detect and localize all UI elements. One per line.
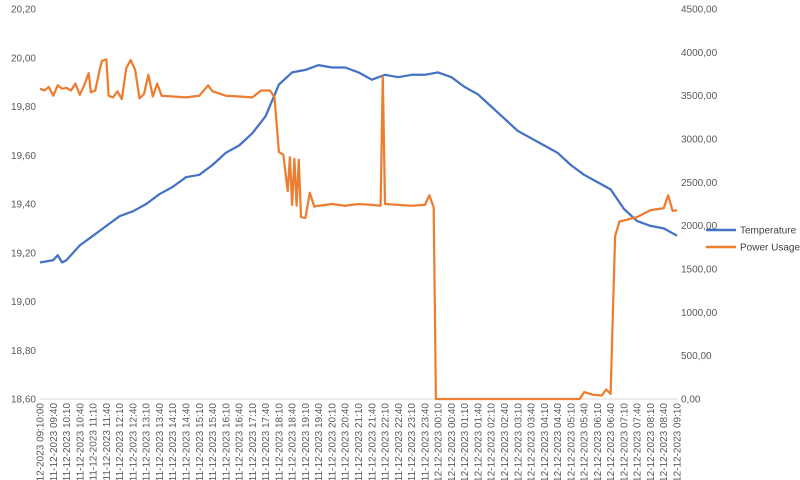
x-tick-label: 11-12-2023 19:40 (314, 403, 325, 480)
x-axis: 11-12-2023 09:10:00 11-12-2023 09:40 11-12… (36, 403, 684, 480)
series-line-power-usage (39, 58, 678, 401)
x-tick-label: 11-12-2023 14:10 (168, 403, 179, 480)
x-tick-label: 12-12-2023 00:10 (434, 403, 445, 480)
y2-tick-label: 3500,00 (681, 91, 718, 102)
x-tick-label: 11-12-2023 16:10 (221, 403, 232, 480)
x-tick-label: 11-12-2023 17:10 (248, 403, 259, 480)
x-tick-label: 11-12-2023 17:40 (261, 403, 272, 480)
x-tick-label: 12-12-2023 05:10 (566, 403, 577, 480)
x-tick-label: 11-12-2023 20:40 (341, 403, 352, 480)
x-tick-label: 12-12-2023 04:10 (540, 403, 551, 480)
series-line-temperature (39, 63, 678, 264)
y-tick-label: 19,00 (11, 297, 36, 308)
x-tick-label: 12-12-2023 02:10 (487, 403, 498, 480)
y2-tick-label: 500,00 (681, 351, 712, 362)
x-tick-label: 11-12-2023 21:40 (367, 403, 378, 480)
y2-tick-label: 1000,00 (681, 308, 718, 319)
plot-area (39, 58, 678, 401)
x-tick-label: 12-12-2023 04:40 (553, 403, 564, 480)
y-axis-left: 18,60 18,80 19,00 19,20 19,40 19,60 19,80 20,00… (11, 5, 36, 406)
x-tick-label: 12-12-2023 06:10 (593, 403, 604, 480)
x-tick-label: 11-12-2023 23:40 (420, 403, 431, 480)
x-tick-label: 11-12-2023 20:10 (327, 403, 338, 480)
y2-tick-label: 3000,00 (681, 135, 718, 146)
x-tick-label: 11-12-2023 14:40 (181, 403, 192, 480)
x-tick-label: 12-12-2023 09:10 (673, 403, 684, 480)
y2-tick-label: 1500,00 (681, 265, 718, 276)
x-tick-label: 11-12-2023 23:10 (407, 403, 418, 480)
x-tick-label: 12-12-2023 01:40 (473, 403, 484, 480)
x-tick-label: 11-12-2023 09:40 (49, 403, 60, 480)
x-tick-label: 11-12-2023 12:10 (115, 403, 126, 480)
x-tick-label: 12-12-2023 07:40 (633, 403, 644, 480)
x-tick-label: 11-12-2023 10:40 (75, 403, 86, 480)
y-tick-label: 18,60 (11, 395, 36, 406)
x-tick-label: 11-12-2023 18:10 (274, 403, 285, 480)
x-tick-label: 11-12-2023 09:10:00 (36, 403, 47, 480)
x-tick-label: 12-12-2023 06:40 (606, 403, 617, 480)
y2-tick-label: 4000,00 (681, 48, 718, 59)
x-tick-label: 12-12-2023 01:10 (460, 403, 471, 480)
y-axis-right: 0,00 500,00 1000,00 1500,00 2000,00 2500,00 30… (681, 5, 718, 406)
y2-tick-label: 4500,00 (681, 5, 718, 16)
y-tick-label: 19,80 (11, 102, 36, 113)
x-tick-label: 12-12-2023 08:10 (646, 403, 657, 480)
x-tick-label: 11-12-2023 18:40 (288, 403, 299, 480)
x-tick-label: 12-12-2023 08:40 (659, 403, 670, 480)
y2-tick-label: 2000,00 (681, 221, 718, 232)
x-tick-label: 12-12-2023 00:40 (447, 403, 458, 480)
x-tick-label: 11-12-2023 10:10 (62, 403, 73, 480)
x-tick-label: 11-12-2023 21:10 (354, 403, 365, 480)
x-tick-label: 11-12-2023 15:40 (208, 403, 219, 480)
legend: Temperature Power Usage (706, 226, 800, 254)
x-tick-label: 11-12-2023 22:40 (394, 403, 405, 480)
x-tick-label: 12-12-2023 02:40 (500, 403, 511, 480)
y-tick-label: 20,00 (11, 53, 36, 64)
y-tick-label: 19,20 (11, 248, 36, 259)
y-tick-label: 18,80 (11, 346, 36, 357)
x-tick-label: 11-12-2023 15:10 (195, 403, 206, 480)
y-tick-label: 20,20 (11, 5, 36, 16)
y2-tick-label: 0,00 (681, 395, 701, 406)
x-tick-label: 12-12-2023 07:10 (619, 403, 630, 480)
y-tick-label: 19,40 (11, 200, 36, 211)
y-tick-label: 19,60 (11, 151, 36, 162)
x-tick-label: 11-12-2023 19:10 (301, 403, 312, 480)
x-tick-label: 11-12-2023 13:10 (142, 403, 153, 480)
x-tick-label: 12-12-2023 03:40 (527, 403, 538, 480)
legend-label: Temperature (740, 226, 797, 237)
x-tick-label: 11-12-2023 11:10 (89, 403, 100, 480)
x-tick-label: 11-12-2023 13:40 (155, 403, 166, 480)
legend-label: Power Usage (740, 243, 800, 254)
y2-tick-label: 2500,00 (681, 178, 718, 189)
x-tick-label: 11-12-2023 22:10 (381, 403, 392, 480)
x-tick-label: 11-12-2023 16:40 (235, 403, 246, 480)
x-tick-label: 11-12-2023 12:40 (128, 403, 139, 480)
x-tick-label: 12-12-2023 05:40 (580, 403, 591, 480)
x-tick-label: 12-12-2023 03:10 (513, 403, 524, 480)
x-tick-label: 11-12-2023 11:40 (102, 403, 113, 480)
